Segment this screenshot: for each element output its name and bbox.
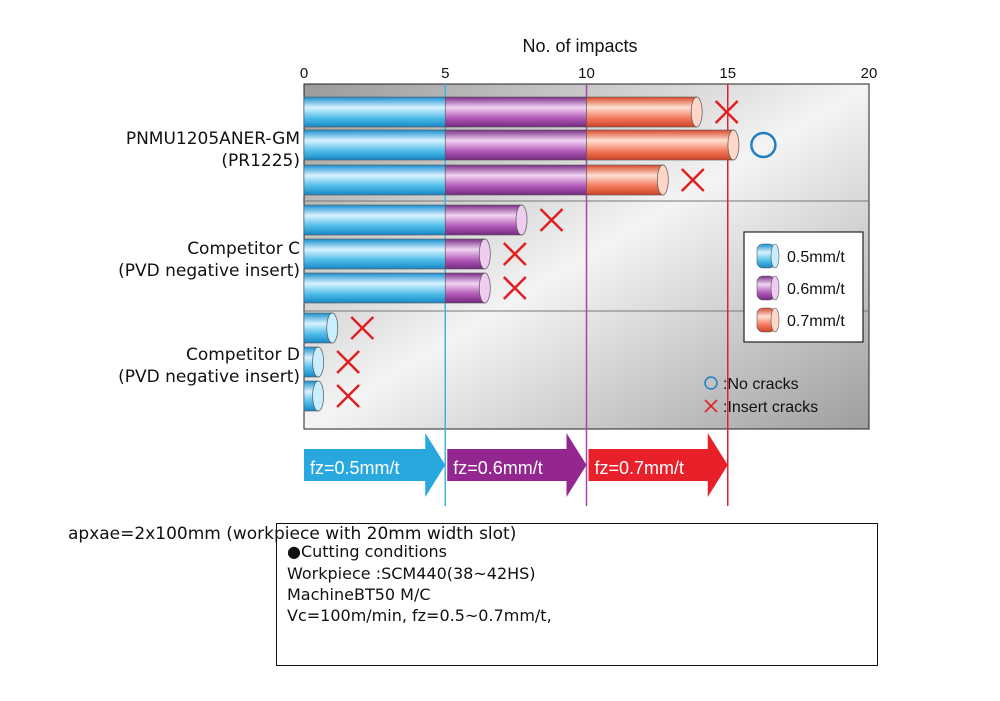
- bar-segment: [303, 238, 446, 270]
- cross-stroke: [502, 276, 527, 300]
- insert-cracks-marker: [502, 276, 527, 300]
- bar-end-cap: [326, 312, 339, 344]
- cross-stroke: [336, 350, 361, 374]
- bar-segment: [303, 164, 446, 196]
- bar-end-cap: [690, 96, 703, 128]
- bar-end-cap: [478, 272, 491, 304]
- legend-swatch-cap: [770, 243, 780, 269]
- no-cracks-marker: [750, 131, 777, 159]
- cross-stroke: [502, 242, 527, 266]
- cutting-conditions-speed: Vc=100m/min, fz=0.5~0.7mm/t,: [287, 606, 552, 625]
- bar-segment: [586, 129, 734, 161]
- group-label-competitor-c: Competitor C (PVD negative insert): [118, 238, 300, 282]
- x-tick-label: 15: [719, 65, 736, 82]
- feed-arrow-label: fz=0.6mm/t: [453, 458, 543, 478]
- insert-cracks-marker: [336, 384, 361, 408]
- cross-stroke: [336, 384, 361, 408]
- x-tick-label: 10: [578, 65, 595, 82]
- cross-stroke: [539, 208, 564, 232]
- legend: 0.5mm/t 0.6mm/t 0.7mm/t: [743, 231, 864, 343]
- x-tick-label: 5: [441, 65, 449, 82]
- group-label-line: Competitor D: [185, 345, 300, 365]
- group-label-line: Competitor C: [187, 239, 300, 259]
- cross-stroke: [680, 168, 705, 192]
- feed-arrow: [447, 433, 587, 497]
- x-tick-label: 20: [861, 65, 878, 82]
- cutting-conditions-header: apxae=2x100mm (workpiece with 20mm width…: [68, 524, 517, 544]
- cutting-conditions-workpiece: Workpiece :SCM440(38~42HS): [287, 564, 536, 583]
- group-label-competitor-d: Competitor D (PVD negative insert): [118, 344, 300, 388]
- bar-segment: [303, 204, 446, 236]
- legend-label: 0.6mm/t: [787, 281, 845, 298]
- legend-label: 0.7mm/t: [787, 313, 845, 330]
- insert-cracks-marker: [680, 168, 705, 192]
- insert-cracks-legend-icon: [704, 399, 718, 413]
- feed-arrow-label: fz=0.7mm/t: [595, 458, 685, 478]
- bar-end-cap: [312, 380, 324, 412]
- cross-stroke: [350, 316, 375, 340]
- bar-segment: [444, 204, 522, 236]
- x-axis-label: No. of impacts: [522, 36, 637, 56]
- insert-cracks-marker: [539, 208, 564, 232]
- group-label-line: PNMU1205ANER-GM: [125, 129, 300, 149]
- insert-cracks-marker: [336, 350, 361, 374]
- cross-stroke: [704, 399, 718, 413]
- no-cracks-legend-label: :No cracks: [723, 376, 799, 393]
- cutting-conditions-machine: MachineBT50 M/C: [287, 585, 431, 604]
- bar-segment: [444, 272, 486, 304]
- insert-cracks-marker: [350, 316, 375, 340]
- bar-segment: [444, 238, 486, 270]
- feed-arrow: [588, 433, 728, 497]
- legend-swatch-cap: [770, 275, 780, 301]
- legend-swatch-cap: [770, 307, 780, 333]
- insert-cracks-marker: [714, 100, 739, 124]
- insert-cracks-marker: [502, 242, 527, 266]
- bar-end-cap: [478, 238, 491, 270]
- cross-stroke: [714, 100, 739, 124]
- bar-segment: [303, 96, 446, 128]
- bar-end-cap: [312, 346, 324, 378]
- bar-segment: [586, 164, 664, 196]
- group-label-line: (PR1225): [221, 151, 300, 171]
- feed-arrow-label: fz=0.5mm/t: [310, 458, 400, 478]
- legend-label: 0.5mm/t: [787, 249, 845, 266]
- bar-segment: [303, 129, 446, 161]
- group-label-line: (PVD negative insert): [118, 367, 300, 387]
- insert-cracks-legend-label: :Insert cracks: [723, 399, 818, 416]
- bar-end-cap: [727, 129, 740, 161]
- bar-segment: [444, 164, 587, 196]
- bar-end-cap: [515, 204, 528, 236]
- bar-end-cap: [656, 164, 669, 196]
- x-tick-label: 0: [300, 65, 308, 82]
- bar-segment: [303, 272, 446, 304]
- no-cracks-legend-icon: [704, 376, 718, 390]
- feed-arrow: [304, 433, 446, 497]
- cutting-conditions-title: ●Cutting conditions: [287, 542, 447, 561]
- group-label-pnmu: PNMU1205ANER-GM (PR1225): [126, 128, 300, 172]
- cutting-conditions-box: [276, 523, 878, 666]
- bar-segment: [444, 129, 587, 161]
- group-label-line: (PVD negative insert): [118, 261, 300, 281]
- bar-segment: [586, 96, 697, 128]
- bar-segment: [444, 96, 587, 128]
